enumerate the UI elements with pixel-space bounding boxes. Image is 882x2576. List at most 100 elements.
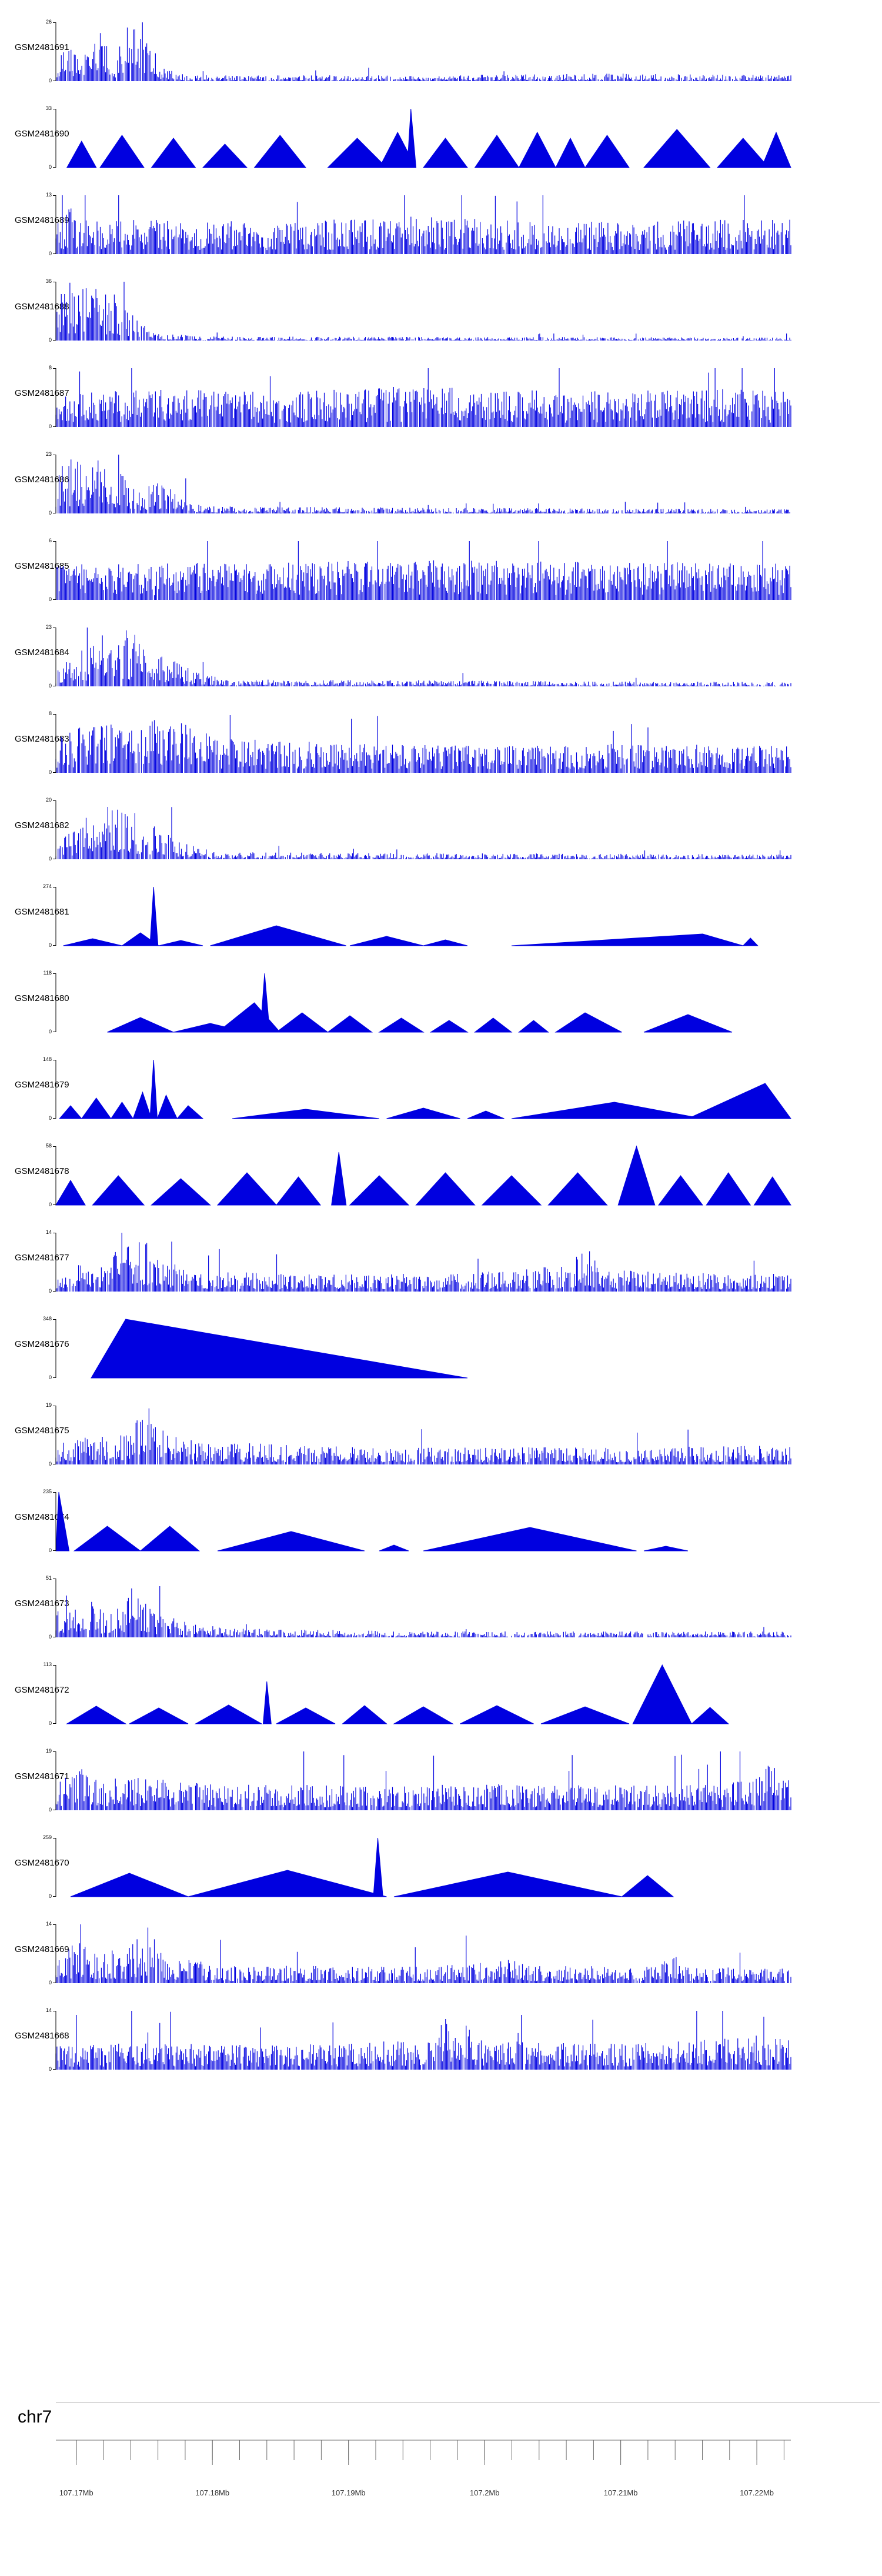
track-ymax-label: 274	[42, 883, 52, 889]
signal-area	[56, 1586, 791, 1637]
signal-area	[56, 2011, 791, 2070]
signal-area	[56, 628, 791, 686]
signal-area	[108, 973, 733, 1032]
signal-area	[91, 1319, 467, 1378]
track-label: GSM2481678	[15, 1166, 69, 1176]
track-row: GSM2481680 118 0	[0, 969, 882, 1055]
track-plot	[56, 1146, 791, 1205]
track-ymax-label: 118	[43, 970, 52, 976]
track-ymin-label: 0	[48, 2066, 52, 2072]
track-plot	[56, 1233, 791, 1292]
track-plot	[56, 1924, 791, 1983]
track-label: GSM2481680	[15, 993, 69, 1003]
track-plot	[56, 195, 791, 254]
track-ymin-label: 0	[48, 1893, 52, 1899]
track-plot	[56, 628, 791, 686]
axis-tick-label: 107.19Mb	[332, 2488, 366, 2497]
axis-tick-label: 107.2Mb	[470, 2488, 500, 2497]
track-ymin-label: 0	[48, 1374, 52, 1380]
track-ymax-label: 58	[45, 1143, 52, 1149]
track-label: GSM2481689	[15, 215, 69, 225]
track-ymax-label: 33	[45, 105, 52, 111]
track-plot	[56, 1319, 791, 1378]
genome-ruler-icon: 107.17Mb 107.18Mb 107.19Mb 107.2Mb 107.21Mb 1…	[56, 2440, 791, 2497]
signal-area	[56, 368, 791, 427]
signal-area	[56, 1233, 791, 1292]
track-row: GSM2481675 19 0	[0, 1401, 882, 1487]
signal-area	[56, 455, 790, 513]
track-row: GSM2481681 274 0	[0, 882, 882, 969]
track-label: GSM2481672	[15, 1685, 69, 1695]
track-label: GSM2481669	[15, 1944, 69, 1954]
track-ymin-label: 0	[48, 1980, 52, 1986]
signal-area	[56, 1751, 791, 1810]
track-ymax-label: 14	[45, 2007, 52, 2013]
track-ymin-label: 0	[48, 1461, 52, 1467]
axis-tick-label: 107.22Mb	[740, 2488, 774, 2497]
track-plot	[56, 368, 791, 427]
track-ymax-label: 14	[45, 1229, 52, 1235]
track-ymax-label: 23	[45, 451, 52, 457]
signal-area	[64, 887, 758, 946]
track-ymin-label: 0	[48, 1807, 52, 1813]
track-label: GSM2481679	[15, 1080, 69, 1090]
signal-area	[59, 1060, 791, 1119]
track-plot	[56, 2011, 791, 2070]
signal-area	[56, 195, 791, 254]
track-label: GSM2481685	[15, 561, 69, 571]
track-plot	[56, 800, 791, 859]
signal-area	[67, 109, 791, 168]
track-ymin-label: 0	[48, 1288, 52, 1294]
track-plot	[56, 1406, 791, 1464]
track-ymax-label: 51	[45, 1575, 52, 1581]
track-label: GSM2481677	[15, 1253, 69, 1263]
track-ymin-label: 0	[48, 1547, 52, 1553]
track-row: GSM2481674 235 0	[0, 1487, 882, 1574]
track-row: GSM2481676 348 0	[0, 1314, 882, 1401]
track-plot	[56, 1751, 791, 1810]
track-row: GSM2481683 8 0	[0, 709, 882, 796]
track-row: GSM2481673 51 0	[0, 1574, 882, 1660]
track-ymax-label: 348	[42, 1316, 52, 1322]
track-label: GSM2481686	[15, 475, 69, 485]
track-ymin-label: 0	[48, 423, 52, 429]
track-ymax-label: 148	[42, 1056, 52, 1062]
track-ymax-label: 13	[45, 192, 52, 198]
track-label: GSM2481684	[15, 648, 69, 658]
track-plot	[56, 22, 791, 81]
track-label: GSM2481676	[15, 1339, 69, 1349]
track-ymax-label: 113	[43, 1661, 52, 1667]
signal-area	[56, 807, 791, 859]
track-plot	[56, 455, 791, 513]
track-ymax-label: 26	[45, 19, 52, 25]
track-plot	[56, 714, 791, 773]
track-ymin-label: 0	[48, 1720, 52, 1726]
track-ymin-label: 0	[48, 769, 52, 775]
track-label: GSM2481675	[15, 1426, 69, 1436]
track-ymax-label: 235	[42, 1489, 52, 1494]
tracks-panel: GSM2481691 26 0 GSM2481690 33 0 GSM2481689 13 0 G…	[0, 18, 882, 2093]
track-ymax-label: 8	[48, 365, 52, 371]
signal-area	[56, 1146, 791, 1205]
track-plot	[56, 887, 791, 946]
track-label: GSM2481682	[15, 820, 69, 830]
track-row: GSM2481679 148 0	[0, 1055, 882, 1142]
track-row: GSM2481691 26 0	[0, 18, 882, 104]
chromosome-label: chr7	[18, 2407, 52, 2427]
track-ymin-label: 0	[48, 596, 52, 602]
track-label: GSM2481688	[15, 302, 69, 312]
signal-area	[56, 715, 791, 773]
track-label: GSM2481670	[15, 1858, 69, 1868]
track-ymin-label: 0	[48, 1029, 52, 1035]
track-row: GSM2481684 23 0	[0, 623, 882, 709]
track-label: GSM2481683	[15, 734, 69, 744]
track-row: GSM2481671 19 0	[0, 1747, 882, 1833]
track-ymax-label: 259	[42, 1834, 52, 1840]
track-ymin-label: 0	[48, 337, 52, 343]
track-ymin-label: 0	[48, 78, 52, 84]
track-row: GSM2481690 33 0	[0, 104, 882, 191]
track-label: GSM2481690	[15, 129, 69, 139]
axis-tick-label: 107.21Mb	[604, 2488, 638, 2497]
axis-tick-label: 107.18Mb	[195, 2488, 229, 2497]
signal-area	[71, 1838, 673, 1897]
